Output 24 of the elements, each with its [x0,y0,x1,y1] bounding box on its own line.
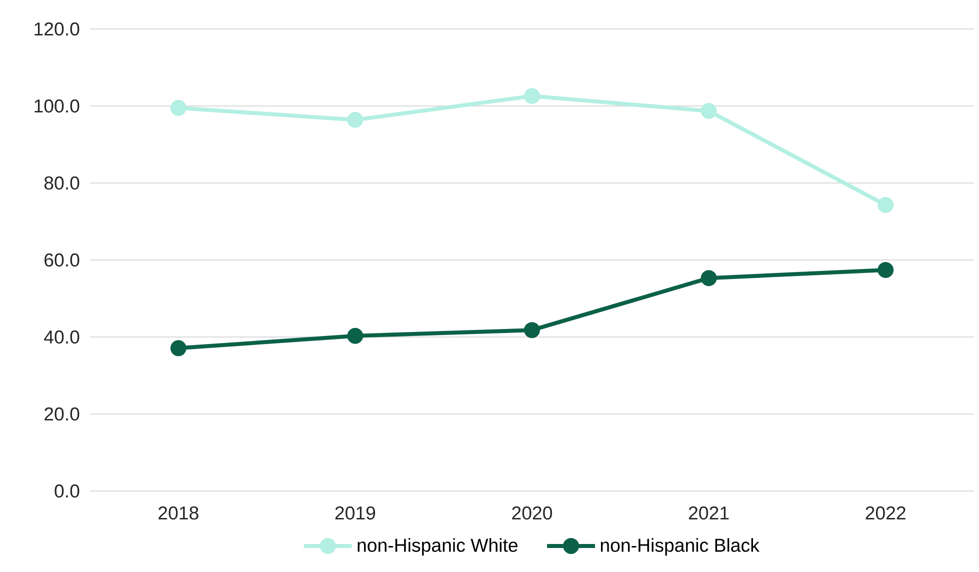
x-tick-label: 2020 [512,506,552,520]
y-tick-label: 120.0 [34,22,80,36]
y-tick-label: 60.0 [44,253,80,267]
y-tick-label: 100.0 [34,99,80,113]
y-tick-label: 0.0 [54,484,80,498]
legend-label: non-Hispanic White [358,538,518,556]
point [170,340,186,356]
y-tick-label: 40.0 [44,330,80,344]
point [347,112,364,128]
point [347,328,364,344]
point [878,262,894,278]
x-tick-label: 2019 [335,506,376,520]
point [878,196,894,213]
y-tick-label: 80.0 [44,176,80,190]
y-tick-label: 20.0 [44,407,80,421]
point [524,88,540,104]
legend-label: non-Hispanic Black [600,538,760,556]
point [524,322,540,338]
point [170,100,186,116]
x-tick-label: 2018 [158,506,198,520]
x-tick-label: 2021 [688,506,729,520]
point [700,103,717,120]
x-tick-label: 2022 [866,506,906,520]
point [700,270,717,286]
